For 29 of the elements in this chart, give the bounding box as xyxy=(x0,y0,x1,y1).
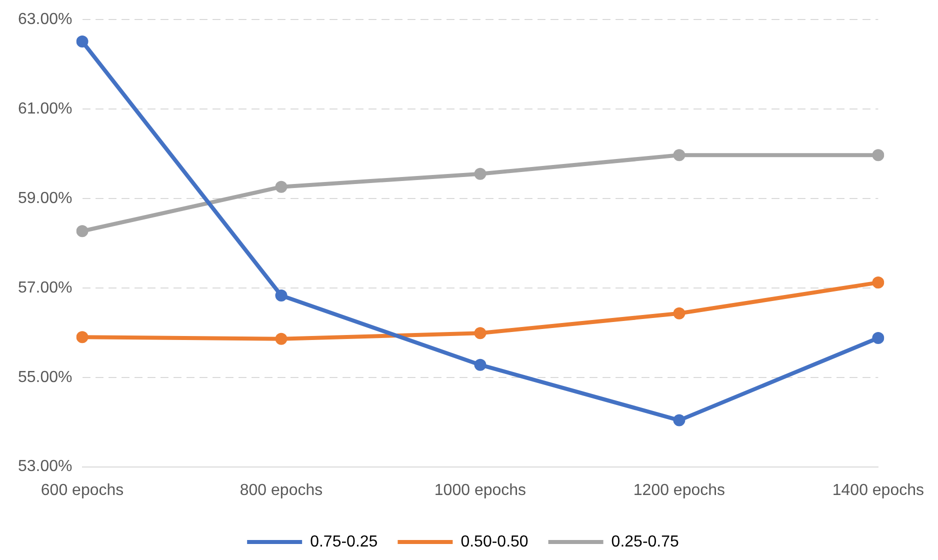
point xyxy=(275,180,288,193)
point xyxy=(275,332,288,345)
point xyxy=(275,290,288,302)
point xyxy=(474,168,486,180)
x-tick-label: 600 epochs xyxy=(40,482,124,499)
point xyxy=(872,276,884,289)
legend-label: 0.75-0.25 xyxy=(310,533,378,550)
point xyxy=(76,225,88,238)
point xyxy=(474,327,486,340)
x-tick-label: 1400 epochs xyxy=(832,482,924,499)
y-tick-label: 63.00% xyxy=(18,11,72,28)
point xyxy=(76,36,88,48)
point xyxy=(673,149,686,162)
y-tick-label: 55.00% xyxy=(18,368,72,386)
y-tick-label: 53.00% xyxy=(18,458,72,476)
point xyxy=(872,149,884,162)
point xyxy=(673,414,686,426)
x-tick-label: 1000 epochs xyxy=(434,482,526,499)
point xyxy=(673,307,686,320)
y-tick-label: 57.00% xyxy=(18,279,72,296)
legend-label: 0.25-0.75 xyxy=(611,533,680,550)
y-tick-label: 59.00% xyxy=(18,190,72,207)
y-tick-label: 61.00% xyxy=(18,100,72,118)
x-tick-label: 1200 epochs xyxy=(633,482,726,499)
point xyxy=(474,358,486,371)
legend-label: 0.50-0.50 xyxy=(460,533,528,550)
x-tick-label: 800 epochs xyxy=(240,482,323,499)
point xyxy=(872,332,884,344)
point xyxy=(76,331,88,344)
